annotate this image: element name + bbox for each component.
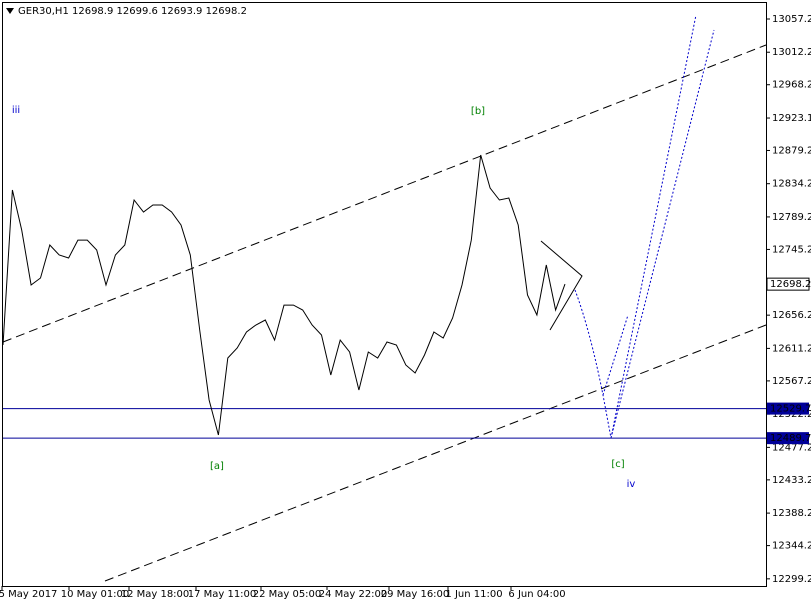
- y-tick-label: 12299.2: [772, 574, 811, 585]
- y-tick-label: 12388.2: [772, 508, 811, 519]
- x-tick-label: 24 May 22:00: [319, 589, 388, 600]
- y-tick-label: 13012.2: [772, 47, 811, 58]
- projection-path: [574, 14, 715, 439]
- wave-label: [b]: [471, 106, 485, 117]
- channel-line: [2, 44, 767, 343]
- x-tick-label: 29 May 16:00: [381, 589, 450, 600]
- y-tick-label: 12656.2: [772, 310, 811, 321]
- y-tick-label: 12567.2: [772, 376, 811, 387]
- x-tick-label: 22 May 05:00: [253, 589, 322, 600]
- price-line: [2, 154, 566, 436]
- y-tick-label: 12745.2: [772, 244, 811, 255]
- y-tick-label: 12834.2: [772, 179, 811, 190]
- wave-label: [c]: [611, 459, 624, 470]
- y-tick-label: 12611.2: [772, 343, 811, 354]
- y-tick-label: 12433.2: [772, 475, 811, 486]
- level-label-box: [767, 432, 809, 445]
- level-label-box: [767, 402, 809, 415]
- x-tick-label: 12 May 18:00: [121, 589, 190, 600]
- y-tick-label: 13057.2: [772, 14, 811, 25]
- y-tick-label: 12344.2: [772, 541, 811, 552]
- y-tick-label: 12923.1: [772, 113, 811, 124]
- wave-label: iii: [12, 105, 20, 116]
- x-tick-label: 10 May 01:00: [61, 589, 130, 600]
- y-tick-label: 12477.2: [772, 442, 811, 453]
- y-tick-label: 12789.2: [772, 212, 811, 223]
- wave-label: [a]: [210, 461, 224, 472]
- price-label: 12698.2: [770, 279, 811, 290]
- y-tick-label: 12968.2: [772, 80, 811, 91]
- chart-title: GER30,H1 12698.9 12699.6 12693.9 12698.2: [18, 6, 247, 17]
- triangle-pattern: [540, 240, 583, 331]
- price-label-box: [766, 277, 810, 291]
- level-label: 12529.7: [770, 404, 811, 415]
- x-tick-label: 5 May 2017: [0, 589, 57, 600]
- x-tick-label: 6 Jun 04:00: [508, 589, 565, 600]
- channel-line: [104, 324, 767, 582]
- plot-frame: [2, 2, 767, 587]
- wave-label: iv: [627, 479, 636, 490]
- menu-icon: [6, 8, 14, 14]
- level-label: 12489.7: [770, 433, 811, 444]
- x-tick-label: 1 Jun 11:00: [445, 589, 502, 600]
- x-tick-label: 17 May 11:00: [188, 589, 257, 600]
- y-tick-label: 12879.2: [772, 145, 811, 156]
- y-tick-label: 12522.2: [772, 409, 811, 420]
